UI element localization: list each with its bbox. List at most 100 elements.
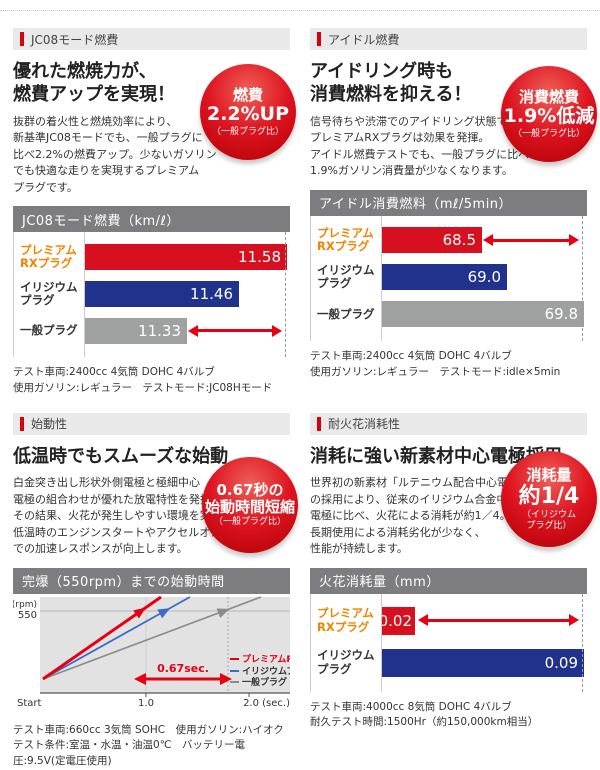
headline: アイドリング時も 消費燃料を抑える！ (310, 61, 472, 106)
headline: 消耗に強い新素材中心電極採用 (310, 445, 562, 467)
section-header: 始動性 (13, 412, 290, 435)
bar-premium-rx: 68.5 (382, 227, 482, 254)
double-arrow-icon (483, 234, 579, 247)
double-arrow-icon (418, 614, 579, 627)
section-grid: JC08モード燃費 優れた燃焼力が、 燃費アップを実現！ 抜群の着火性と燃焼効率… (12, 28, 597, 770)
label-separator-line (381, 593, 382, 692)
section-jc08: JC08モード燃費 優れた燃焼力が、 燃費アップを実現！ 抜群の着火性と燃焼効率… (13, 28, 296, 397)
section-header-label: 始動性 (31, 417, 68, 432)
y-axis-unit-label: (rpm) (13, 600, 37, 610)
legend-label-standard: 一般プラグ (242, 676, 287, 688)
bar-premium-rx: 0.02 (378, 606, 415, 635)
reference-dashed-line (582, 215, 583, 341)
red-tick-icon (20, 32, 24, 46)
badge-line3: （イリジウム プラグ比） (521, 510, 576, 531)
chart-row: 一般プラグ 11.33 (14, 312, 290, 349)
badge-line3: （一般プラグ比） (512, 128, 585, 139)
bar-iridium: 0.09 (382, 648, 584, 677)
headline: 優れた燃焼力が、 燃費アップを実現！ (13, 61, 175, 106)
test-notes: テスト車両:2400cc 4気筒 DOHC 4バルブ 使用ガソリン:レギュラー … (13, 366, 273, 395)
red-tick-icon (317, 32, 321, 46)
badge-line3: （一般プラグ比） (213, 517, 286, 528)
time-saved-label: 0.67sec. (157, 662, 209, 675)
line-chart-start-time: 完爆（550rpm）までの始動時間 (12, 567, 327, 715)
chart-row: イリジウム プラグ 11.46 (14, 275, 290, 312)
badge-line2: 約1/4 (518, 483, 580, 509)
time-saved-arrow-right-icon (220, 672, 232, 685)
row-label: 一般プラグ (20, 323, 78, 338)
bar-chart-wear: 火花消耗量（mm） プレミアム RXプラグ 0.02 イリジウム プラグ 0.0… (310, 567, 587, 692)
section-header-label: アイドル燃費 (328, 32, 400, 47)
section-header: アイドル燃費 (310, 28, 587, 50)
chart-rows: プレミアム RXプラグ 68.5 イリジウム プラグ 69.0 一般プラグ (310, 215, 587, 341)
section-intro: 優れた燃焼力が、 燃費アップを実現！ 抜群の着火性と燃焼効率により、 新基準JC… (13, 60, 296, 196)
bar-value: 11.46 (190, 284, 233, 303)
chart-title: 火花消耗量（mm） (310, 567, 587, 594)
benefit-badge: 消費燃費 1.9%低減 （一般プラグ比） (501, 66, 597, 162)
section-intro: 消耗に強い新素材中心電極採用 世界初の新素材「ルテニウム配合中心電極」 の採用に… (310, 445, 597, 558)
chart-title: アイドル消費燃料（mℓ/5min） (310, 189, 587, 216)
test-notes: テスト車両:660cc 3気筒 SOHC 使用ガソリン:ハイオク テスト条件:室… (13, 723, 284, 768)
red-tick-icon (317, 416, 321, 431)
bar-value: 69.0 (467, 268, 501, 287)
section-header-label: 耐火花消耗性 (328, 417, 401, 432)
badge-line1: 燃費 (232, 85, 263, 104)
chart-row: プレミアム RXプラグ 11.58 (14, 238, 290, 275)
top-dotted-rule (0, 10, 600, 11)
badge-line2: 2.2%UP (206, 103, 290, 126)
body-text: 白金突き出し形状外側電極と極細中心 電極の組合わせが優れた放電特性を発揮。 その… (13, 476, 233, 556)
label-separator-line (381, 215, 382, 341)
chart-row: イリジウム プラグ 69.0 (311, 259, 587, 296)
x-tick-2.0: 2.0 (sec.) (243, 698, 290, 709)
bar-value: 0.02 (378, 611, 412, 630)
double-arrow-icon (188, 324, 282, 337)
body-text: 世界初の新素材「ルテニウム配合中心電極」 の採用により、従来のイリジウム合金中心… (310, 476, 530, 556)
body-text: 抜群の着火性と燃焼効率により、 新基準JC08モードでも、一般プラグに 比べ2.… (13, 114, 217, 194)
x-tick-1.0: 1.0 (138, 698, 154, 709)
chart-row: プレミアム RXプラグ 68.5 (311, 222, 587, 259)
row-label: イリジウム プラグ (317, 263, 375, 291)
bar-value: 69.8 (544, 305, 578, 324)
chart-title: JC08モード燃費（km/ℓ） (13, 206, 290, 233)
y-tick-550: 550 (18, 610, 37, 621)
row-label: 一般プラグ (317, 306, 375, 321)
section-idle: アイドル燃費 アイドリング時も 消費燃料を抑える！ 信号待ちや渋滞でのアイドリン… (310, 28, 597, 397)
chart-row: プレミアム RXプラグ 0.02 (311, 600, 587, 642)
chart-row: イリジウム プラグ 0.09 (311, 642, 587, 684)
bar-chart-jc08: JC08モード燃費（km/ℓ） プレミアム RXプラグ 11.58 イリジウム … (13, 206, 290, 358)
section-header: JC08モード燃費 (13, 28, 290, 50)
benefit-badge: 燃費 2.2%UP （一般プラグ比） (200, 64, 296, 160)
section-header: 耐火花消耗性 (310, 412, 587, 435)
badge-line1: 消耗量 (526, 465, 572, 484)
test-notes: テスト車両:4000cc 8気筒 DOHC 4バルブ 耐久テスト時間:1500H… (310, 700, 539, 729)
row-label: プレミアム RXプラグ (317, 606, 374, 634)
row-label: プレミアム RXプラグ (20, 242, 77, 270)
section-header-label: JC08モード燃費 (31, 32, 119, 47)
badge-line2: 1.9%低減 (503, 105, 595, 128)
badge-line1: 消費燃費 (518, 87, 579, 106)
section-intro: アイドリング時も 消費燃料を抑える！ 信号待ちや渋滞でのアイドリング状態でも、 … (310, 60, 597, 180)
row-label: プレミアム RXプラグ (317, 226, 374, 254)
bar-value: 11.58 (238, 247, 281, 266)
chart-title: 完爆（550rpm）までの始動時間 (13, 567, 290, 594)
body-text: 信号待ちや渋滞でのアイドリング状態でも、 プレミアムRXプラグは効果を発揮。 ア… (310, 114, 530, 178)
bar-chart-idle: アイドル消費燃料（mℓ/5min） プレミアム RXプラグ 68.5 イリジウム… (310, 189, 587, 341)
arrowhead-premium-icon (133, 607, 146, 619)
section-intro: 低温時でもスムーズな始動 白金突き出し形状外側電極と極細中心 電極の組合わせが優… (13, 445, 298, 558)
headline: 低温時でもスムーズな始動 (13, 445, 229, 467)
bar-value: 68.5 (442, 231, 476, 250)
section-startability: 始動性 低温時でもスムーズな始動 白金突き出し形状外側電極と極細中心 電極の組合… (12, 412, 327, 770)
chart-rows: プレミアム RXプラグ 11.58 イリジウム プラグ 11.46 一般プラグ (13, 232, 290, 358)
benefit-badge: 消耗量 約1/4 （イリジウム プラグ比） (501, 450, 597, 547)
chart-rows: プレミアム RXプラグ 0.02 イリジウム プラグ 0.09 (310, 593, 587, 692)
legend-label-premium: プレミアムRXプラグ (242, 653, 290, 665)
badge-line3: （一般プラグ比） (211, 126, 284, 137)
label-separator-line (84, 232, 85, 358)
badge-line1: 0.67秒の (216, 480, 284, 499)
row-label: イリジウム プラグ (317, 648, 375, 676)
reference-dashed-line (582, 593, 583, 692)
bar-premium-rx: 11.58 (85, 243, 287, 270)
red-tick-icon (20, 416, 24, 431)
bar-value: 0.09 (544, 653, 578, 672)
